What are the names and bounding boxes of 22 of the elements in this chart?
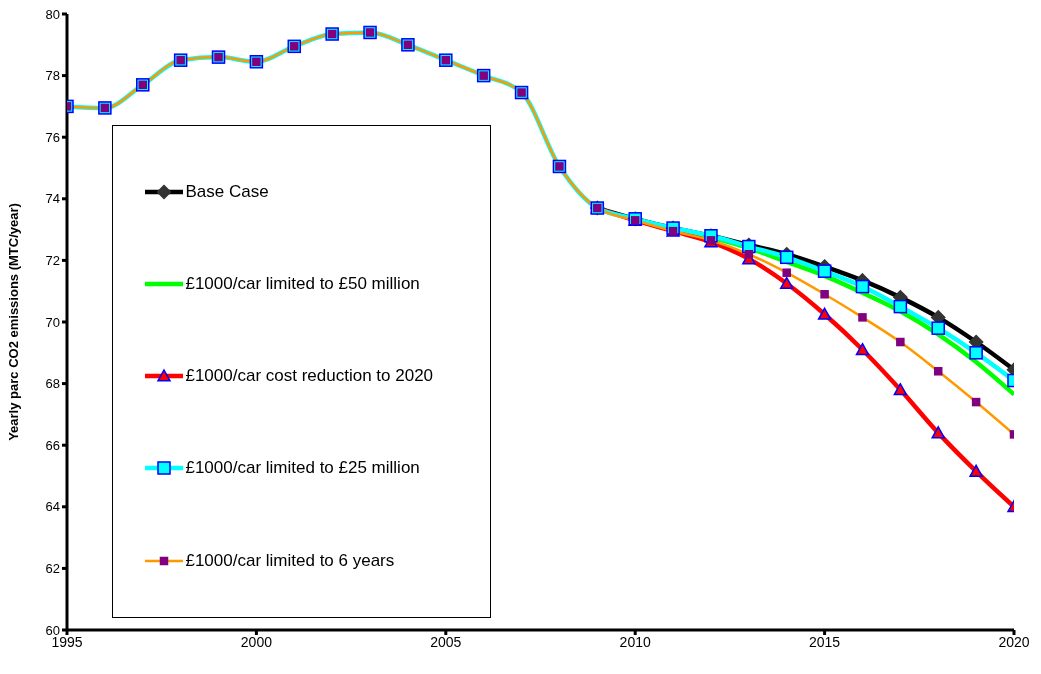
legend-label: £1000/car limited to 6 years: [185, 550, 395, 571]
x-tick-label: 2000: [240, 633, 273, 650]
y-tick-label: 62: [45, 561, 60, 577]
y-tick-label: 80: [45, 6, 60, 22]
x-tick-label: 2015: [809, 633, 841, 650]
x-tick-label: 2010: [619, 633, 651, 650]
y-tick-label: 68: [45, 376, 60, 392]
legend-label: Base Case: [185, 181, 269, 202]
y-tick-label: 72: [45, 253, 60, 269]
y-tick-label: 74: [45, 191, 60, 207]
y-tick-label: 60: [45, 622, 60, 638]
y-tick-label: 66: [45, 437, 60, 453]
y-tick-label: 76: [45, 129, 60, 145]
x-tick-label: 2005: [430, 633, 462, 650]
y-tick-label: 64: [45, 499, 60, 515]
legend-label: £1000/car cost reduction to 2020: [185, 366, 434, 387]
x-tick-label: 2020: [998, 633, 1030, 650]
y-tick-label: 78: [45, 68, 60, 84]
legend-label: £1000/car limited to £25 million: [185, 458, 420, 479]
y-tick-label: 70: [45, 314, 60, 330]
y-axis-title: Yearly parc CO2 emissions (MTC/year): [5, 203, 21, 441]
legend-label: £1000/car limited to £50 million: [185, 274, 420, 295]
